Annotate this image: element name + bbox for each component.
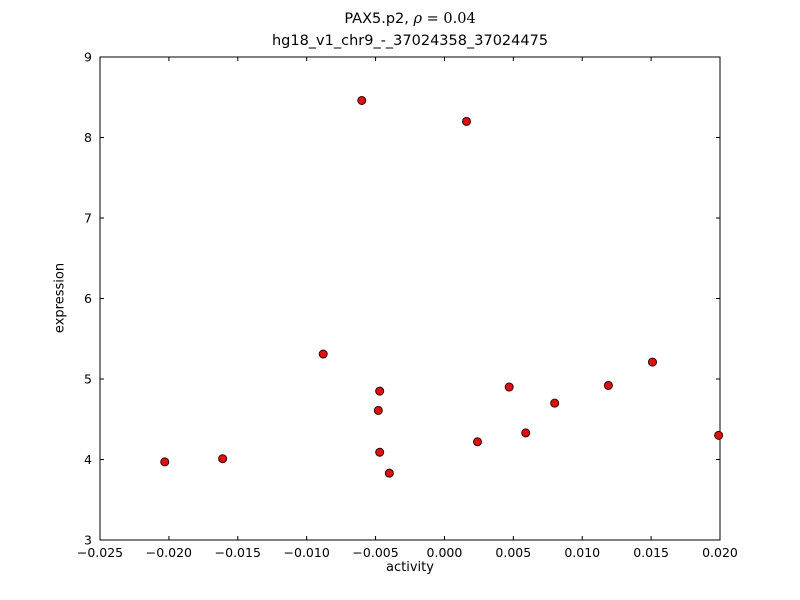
x-tick-label: 0.020 [702, 545, 738, 560]
data-point [647, 357, 657, 367]
chart-title-block: PAX5.p2, ρ = 0.04 hg18_v1_chr9_-_3702435… [100, 8, 720, 52]
x-tick-label: −0.010 [284, 545, 330, 560]
data-point [521, 428, 531, 438]
x-tick-label: −0.020 [146, 545, 192, 560]
data-point [714, 430, 724, 440]
chart-title-prefix: PAX5.p2, [344, 11, 414, 27]
y-tick-label: 8 [84, 130, 92, 145]
y-tick-label: 5 [84, 372, 92, 387]
x-tick-label: −0.025 [77, 545, 123, 560]
axes-frame [99, 56, 721, 541]
x-tick-label: 0.015 [633, 545, 669, 560]
y-tick-label: 3 [84, 533, 92, 548]
data-point [373, 405, 383, 415]
data-point [504, 382, 514, 392]
data-point [384, 468, 394, 478]
x-tick-label: 0.000 [427, 545, 463, 560]
data-point [375, 386, 385, 396]
rho-symbol: ρ [413, 11, 423, 27]
x-tick-label: −0.005 [352, 545, 398, 560]
chart-subtitle: hg18_v1_chr9_-_37024358_37024475 [271, 33, 549, 49]
x-tick-label: 0.005 [495, 545, 531, 560]
y-tick-label: 4 [84, 452, 92, 467]
data-point [550, 398, 560, 408]
data-point [473, 437, 483, 447]
data-point [603, 380, 613, 390]
y-tick-label: 7 [84, 211, 92, 226]
y-tick-label: 6 [84, 291, 92, 306]
rho-value: = 0.04 [422, 11, 476, 27]
y-tick-label: 9 [84, 50, 92, 65]
chart-title: PAX5.p2, ρ = 0.04 [100, 8, 720, 30]
data-point [318, 349, 328, 359]
x-tick-label: 0.010 [564, 545, 600, 560]
x-axis-label: activity [386, 560, 434, 575]
data-point [357, 95, 367, 105]
data-point [375, 447, 385, 457]
data-point [461, 116, 471, 126]
x-tick-label: −0.015 [215, 545, 261, 560]
data-point [160, 457, 170, 467]
data-point [218, 454, 228, 464]
